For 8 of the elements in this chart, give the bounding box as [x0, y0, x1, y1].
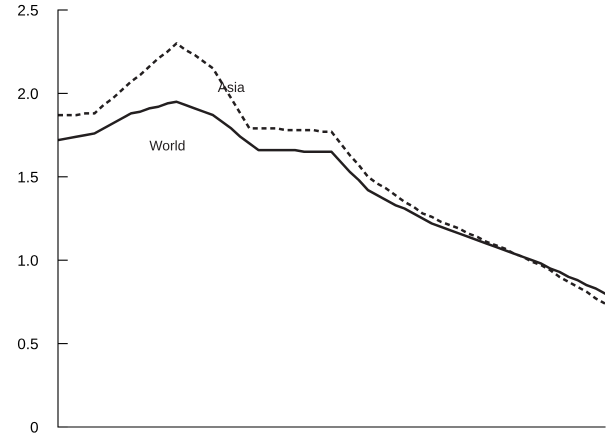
y-tick-label: 2.0: [18, 88, 38, 100]
y-tick-label: 1.0: [18, 255, 38, 266]
y-tick-label: 0: [30, 422, 38, 433]
line-series: [58, 42, 605, 305]
text: World: [149, 140, 185, 151]
y-tick-label: 2.5: [18, 4, 38, 16]
y-tick-label: 0.5: [18, 338, 38, 350]
y-tick-label: 1.5: [18, 172, 38, 182]
